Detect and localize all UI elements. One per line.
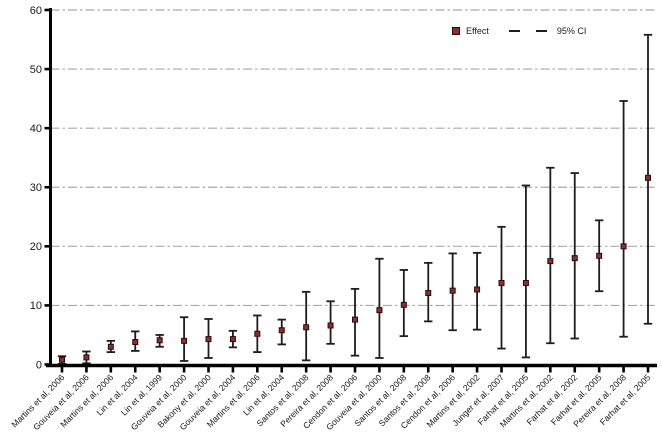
svg-text:40: 40 <box>30 123 42 135</box>
effect-legend-marker <box>452 27 460 35</box>
effect-legend-label: Effect <box>466 26 489 36</box>
effect-markers <box>59 174 651 363</box>
svg-text:0: 0 <box>36 359 42 371</box>
x-axis-ticks <box>60 366 650 373</box>
svg-text:30: 30 <box>30 182 42 194</box>
y-tick-labels: 0 10 20 30 40 50 60 <box>30 5 42 371</box>
svg-text:20: 20 <box>30 241 42 253</box>
legend: Effect 95% CI <box>452 23 586 39</box>
gridlines <box>50 9 656 307</box>
y-axis-ticks <box>44 8 52 366</box>
svg-text:50: 50 <box>30 64 42 76</box>
ci-legend-dash-icon <box>535 30 547 32</box>
svg-text:10: 10 <box>30 300 42 312</box>
svg-text:60: 60 <box>30 5 42 17</box>
ci-legend-dash-icon <box>508 30 520 32</box>
ci-error-bars <box>57 33 653 365</box>
ci-legend-label: 95% CI <box>556 26 587 36</box>
